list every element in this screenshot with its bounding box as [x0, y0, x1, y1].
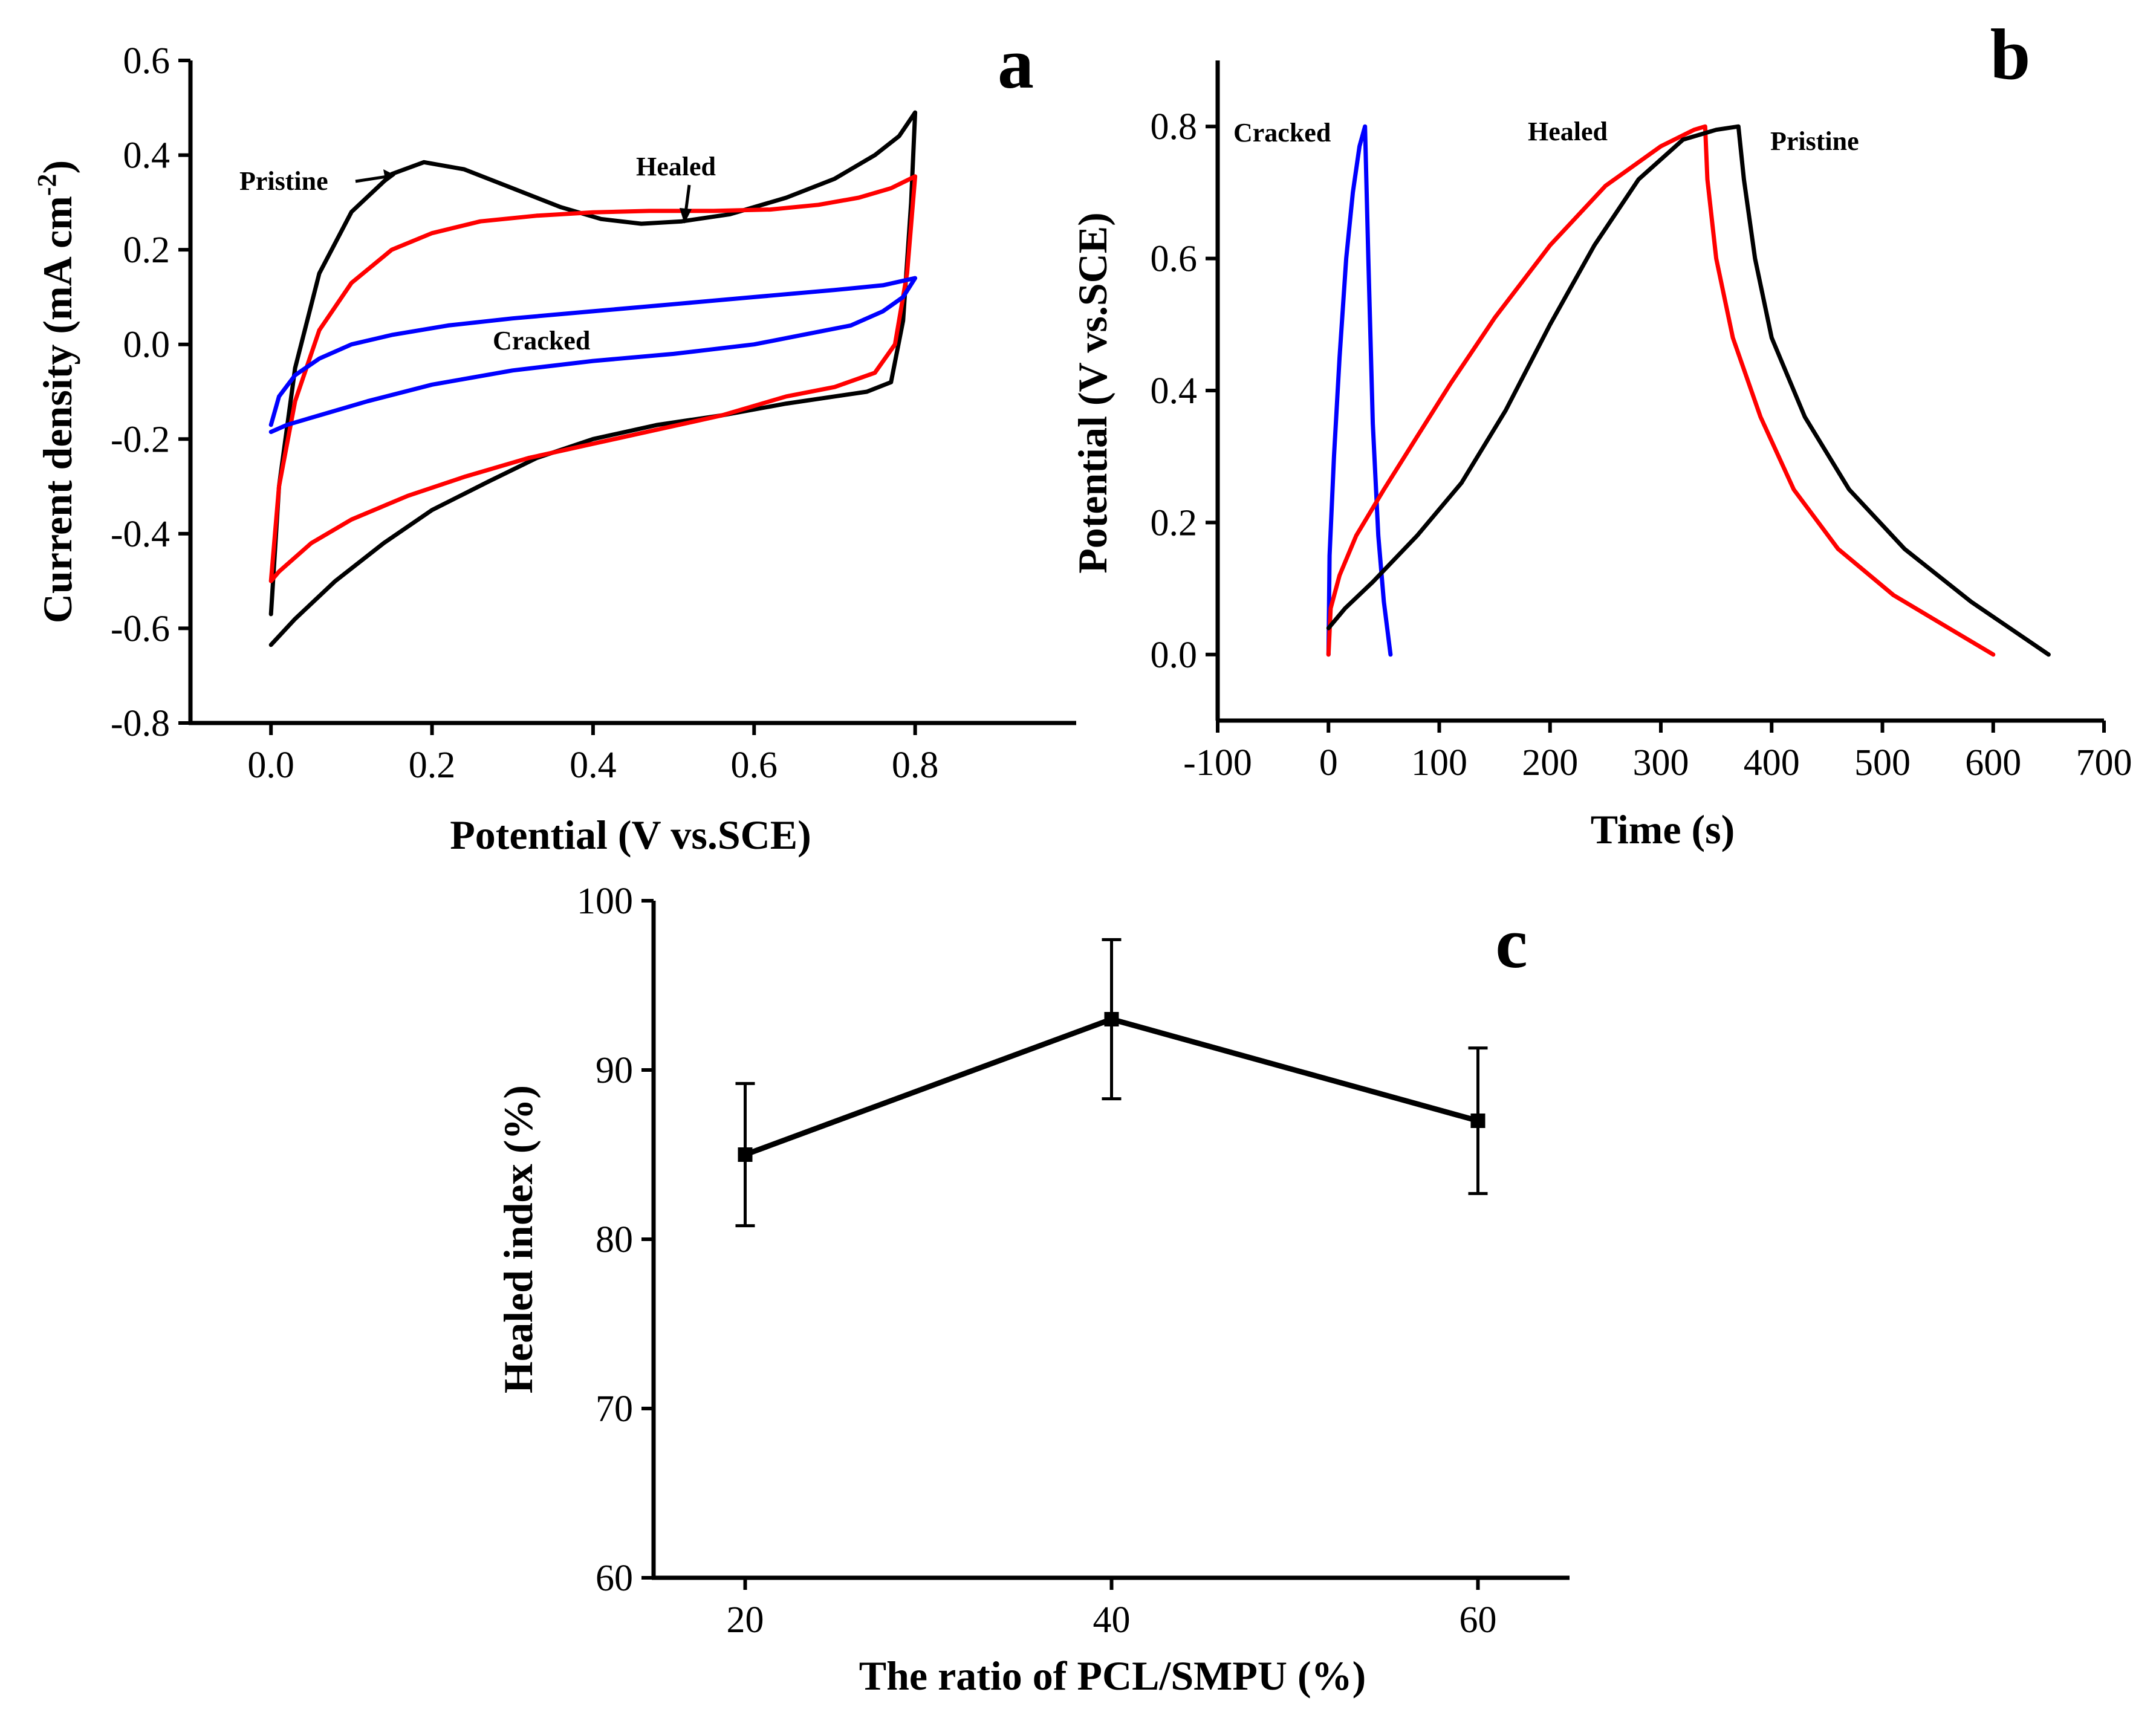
panel-a-y-title-sup: -2	[32, 174, 62, 196]
x-tick-label: 0.2	[409, 745, 456, 786]
panel-b-label-cracked: Cracked	[1233, 118, 1331, 148]
y-tick-label: -0.8	[111, 703, 170, 744]
y-tick-label: -0.2	[111, 419, 170, 460]
y-tick-label: 100	[577, 881, 633, 922]
panel-a-letter: a	[998, 23, 1034, 103]
panel-a-label-healed: Healed	[636, 152, 716, 181]
x-tick-label: 300	[1633, 742, 1689, 783]
series-line-healed	[268, 174, 918, 583]
panel-c-ticks: 20 40 60 60 70 80 90 100	[577, 881, 1497, 1641]
x-tick-label: 400	[1744, 742, 1800, 783]
series-line-pristine	[1326, 124, 2051, 657]
y-tick-label: 60	[596, 1558, 633, 1599]
series-line-cracked	[1326, 124, 1393, 657]
panel-b-x-title: Time (s)	[1591, 806, 1735, 852]
panel-b-series	[1326, 124, 2051, 657]
panel-a-label-cracked: Cracked	[493, 326, 590, 355]
x-tick-label: 200	[1522, 742, 1578, 783]
panel-b-y-title: Potential (V vs.SCE)	[1070, 212, 1115, 574]
panel-b-label-pristine: Pristine	[1770, 126, 1859, 156]
panel-a-arrow-healed	[684, 184, 691, 213]
y-tick-label: -0.4	[111, 514, 170, 555]
panel-a-x-title: Potential (V vs.SCE)	[450, 812, 811, 858]
panel-a-y-title: Current density (mA cm-2)	[32, 160, 80, 623]
x-tick-label: 0.8	[892, 745, 939, 786]
x-tick-label: 60	[1460, 1600, 1497, 1641]
y-tick-label: 0.0	[1151, 635, 1198, 676]
panel-c-y-title: Healed index (%)	[495, 1085, 541, 1393]
y-tick-label: 0.6	[1151, 239, 1198, 280]
panel-a-arrow-pristine	[355, 175, 388, 183]
x-tick-label: 100	[1411, 742, 1467, 783]
panel-a-ticks: 0.0 0.2 0.4 0.6 0.8 -0.8 -0.6 -0.4 -0.2 0.0 0.2 0.4…	[111, 41, 939, 786]
panel-c-x-title: The ratio of PCL/SMPU (%)	[859, 1653, 1366, 1699]
x-tick-label: 0.0	[247, 745, 294, 786]
x-tick-label: 700	[2076, 742, 2132, 783]
panel-b-letter: b	[1990, 14, 2031, 94]
y-tick-label: 90	[596, 1050, 633, 1091]
data-point-marker	[1470, 1114, 1485, 1128]
y-tick-label: 0.2	[1151, 502, 1198, 543]
x-tick-label: 0.6	[731, 745, 778, 786]
x-tick-label: 20	[727, 1600, 764, 1641]
x-tick-label: 40	[1093, 1600, 1131, 1641]
y-tick-label: 70	[596, 1389, 633, 1430]
panel-b-ticks: -100 0 100 200 300 400 500 600 700 0.0 0.2 0.4 0.6 0.…	[1151, 106, 2132, 783]
panel-a-series	[268, 110, 918, 647]
panel-b: -100 0 100 200 300 400 500 600 700 0.0 0.2 0.4 0.6 0.…	[1070, 14, 2132, 852]
x-tick-label: 600	[1965, 742, 2021, 783]
panel-a-y-title-main: Current density (mA cm	[34, 196, 80, 623]
x-tick-label: 0.4	[570, 745, 617, 786]
data-point-marker	[1104, 1012, 1119, 1026]
x-tick-label: 500	[1854, 742, 1911, 783]
panel-a: 0.0 0.2 0.4 0.6 0.8 -0.8 -0.6 -0.4 -0.2 0.0 0.2 0.4…	[32, 23, 1076, 858]
y-tick-label: -0.6	[111, 608, 170, 649]
x-tick-label: 0	[1319, 742, 1338, 783]
y-tick-label: 80	[596, 1219, 633, 1260]
x-tick-label: -100	[1183, 742, 1252, 783]
panel-c-series	[735, 938, 1488, 1228]
series-line-pristine	[268, 110, 918, 647]
series-line-healed	[1326, 124, 1996, 657]
panel-a-arrowhead-healed	[680, 208, 692, 224]
series-line-cracked	[268, 276, 918, 434]
panel-c: 20 40 60 60 70 80 90 100 c The ratio of PCL/SMP…	[495, 881, 1570, 1699]
y-tick-label: 0.2	[123, 230, 170, 271]
panel-b-label-healed: Healed	[1528, 117, 1608, 146]
data-point-marker	[738, 1147, 753, 1162]
panel-c-letter: c	[1495, 903, 1527, 983]
y-tick-label: 0.4	[1151, 371, 1198, 412]
panel-a-y-title-close: )	[34, 160, 80, 174]
y-tick-label: 0.8	[1151, 106, 1198, 148]
y-tick-label: 0.4	[123, 135, 170, 177]
y-tick-label: 0.6	[123, 41, 170, 82]
panel-a-arrowhead-pristine	[383, 169, 395, 183]
y-tick-label: 0.0	[123, 325, 170, 366]
panel-a-label-pristine: Pristine	[239, 166, 328, 196]
